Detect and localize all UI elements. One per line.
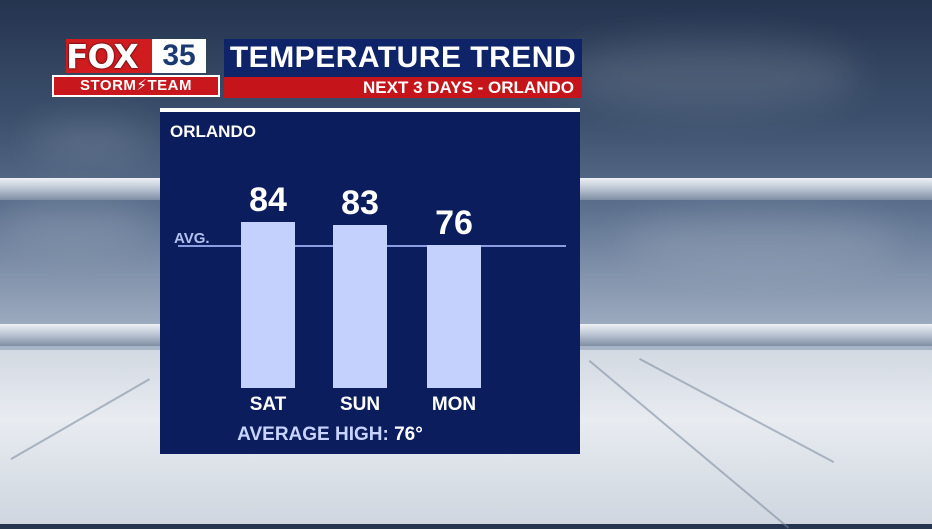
- location-label: ORLANDO: [170, 122, 256, 141]
- logo-team: STORM⚡TEAM: [52, 75, 220, 97]
- average-high-value: 76°: [394, 424, 423, 445]
- chart-title: TEMPERATURE TREND: [224, 39, 582, 77]
- bar-value-label-sun: 83: [341, 183, 379, 222]
- average-high-footer: AVERAGE HIGH: 76°: [160, 424, 500, 446]
- logo-brand-background: [66, 39, 152, 73]
- station-logo: FOX 35 STORM⚡TEAM: [52, 39, 220, 97]
- bar-value-label-sat: 84: [249, 181, 287, 219]
- chart-subtitle: NEXT 3 DAYS - ORLANDO: [224, 77, 582, 98]
- category-label-sat: SAT: [249, 394, 287, 415]
- bar-mon: [427, 244, 481, 388]
- average-high-label: AVERAGE HIGH:: [237, 424, 389, 445]
- logo-brand: FOX: [66, 37, 139, 76]
- bar-sat: [241, 222, 295, 388]
- category-label-mon: MON: [431, 394, 477, 415]
- logo-channel-background: [152, 39, 206, 73]
- bar-value-label-mon: 76: [435, 203, 473, 242]
- category-label-sun: SUN: [339, 394, 381, 415]
- chart-panel: ORLANDO AVG. 84 SAT 83 SUN 76 MON AVERAGE HIG…: [160, 108, 580, 454]
- average-label: AVG.: [174, 230, 210, 247]
- bar-sun: [333, 224, 387, 388]
- logo-channel: 35: [162, 39, 196, 72]
